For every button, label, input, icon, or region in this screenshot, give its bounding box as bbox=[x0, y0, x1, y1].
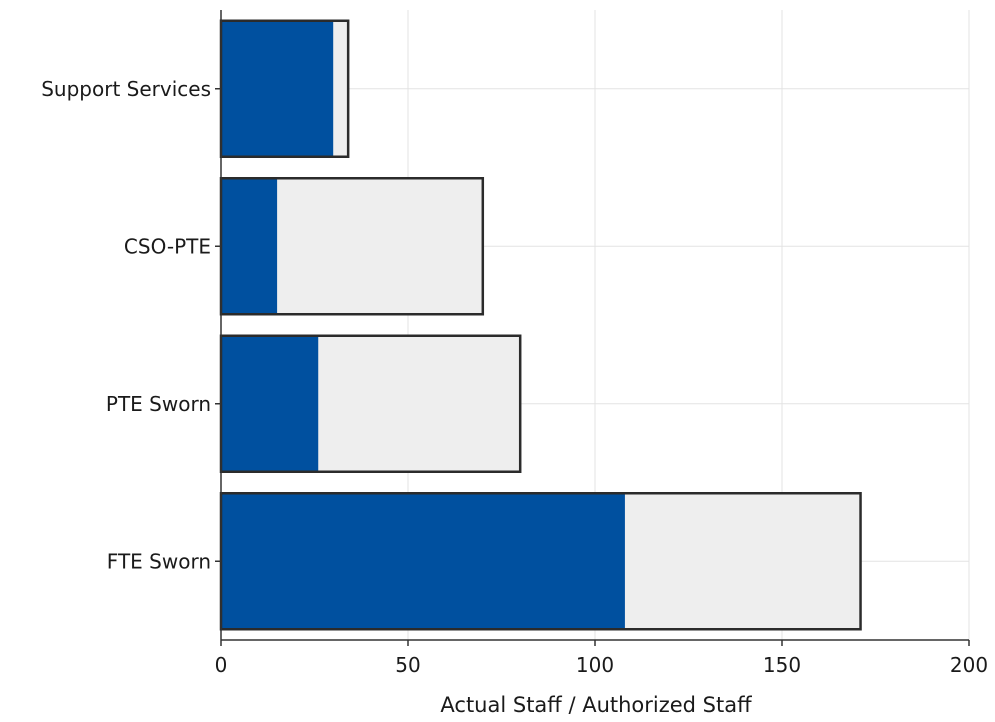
bars bbox=[219, 19, 862, 631]
x-tick-label: 150 bbox=[763, 653, 801, 677]
x-tick-label: 200 bbox=[950, 653, 988, 677]
x-tick-label: 50 bbox=[395, 653, 420, 677]
y-tick-label: FTE Sworn bbox=[107, 549, 211, 573]
y-tick-label: CSO-PTE bbox=[124, 234, 211, 258]
bar-actual-support-services bbox=[221, 20, 334, 157]
y-axis-ticks: Support Services CSO-PTE PTE Sworn FTE Swor… bbox=[41, 77, 221, 573]
bar-actual-fte-sworn bbox=[221, 493, 625, 630]
x-axis-ticks: 0 50 100 150 200 bbox=[215, 640, 988, 677]
x-tick-label: 0 bbox=[215, 653, 228, 677]
bar-actual-pte-sworn bbox=[221, 335, 319, 472]
x-tick-label: 100 bbox=[576, 653, 614, 677]
x-axis-title: Actual Staff / Authorized Staff bbox=[440, 693, 752, 717]
y-tick-label: PTE Sworn bbox=[106, 392, 211, 416]
bar-actual-cso-pte bbox=[221, 178, 278, 315]
y-tick-label: Support Services bbox=[41, 77, 211, 101]
